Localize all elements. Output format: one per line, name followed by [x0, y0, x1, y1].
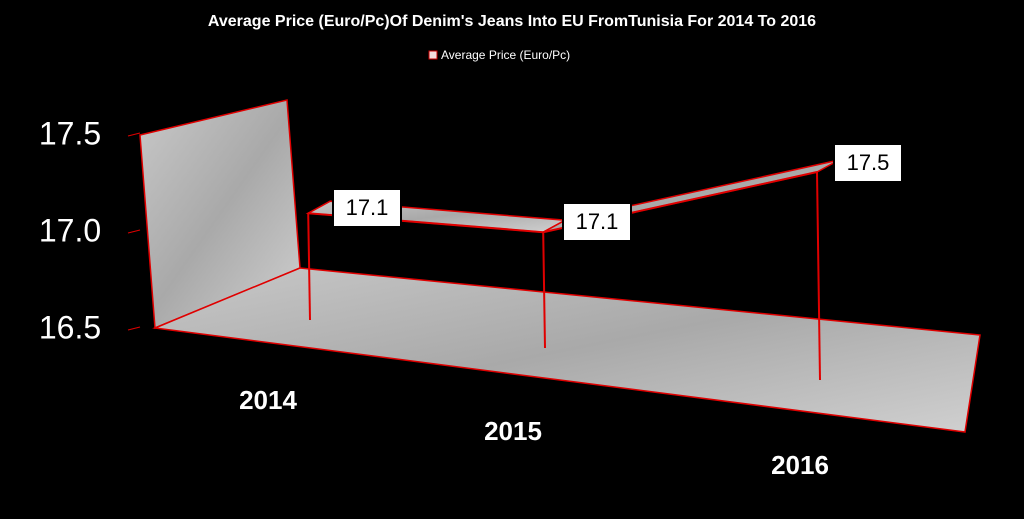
x-tick-label: 2015 — [484, 416, 542, 446]
tick-mark — [127, 229, 141, 234]
drop-line — [816, 171, 821, 381]
y-tick-label: 16.5 — [39, 309, 101, 345]
data-label: 17.1 — [576, 209, 619, 234]
y-tick-label: 17.5 — [39, 115, 101, 151]
data-label-box — [833, 143, 903, 183]
data-label-box — [562, 202, 632, 242]
legend-label: Average Price (Euro/Pc) — [441, 48, 570, 62]
floor — [152, 267, 981, 433]
legend-swatch — [428, 50, 438, 60]
drop-line — [542, 232, 546, 349]
chart-title: Average Price (Euro/Pc)Of Denim's Jeans … — [208, 13, 816, 30]
data-label: 17.5 — [847, 150, 890, 175]
data-label-box — [332, 188, 402, 228]
x-tick-label: 2016 — [771, 450, 829, 480]
drop-line — [307, 213, 311, 321]
x-tick-label: 2014 — [239, 385, 297, 415]
tick-mark — [127, 132, 141, 137]
data-label: 17.1 — [346, 195, 389, 220]
y-tick-label: 17.0 — [39, 212, 101, 248]
tick-mark — [127, 326, 141, 331]
